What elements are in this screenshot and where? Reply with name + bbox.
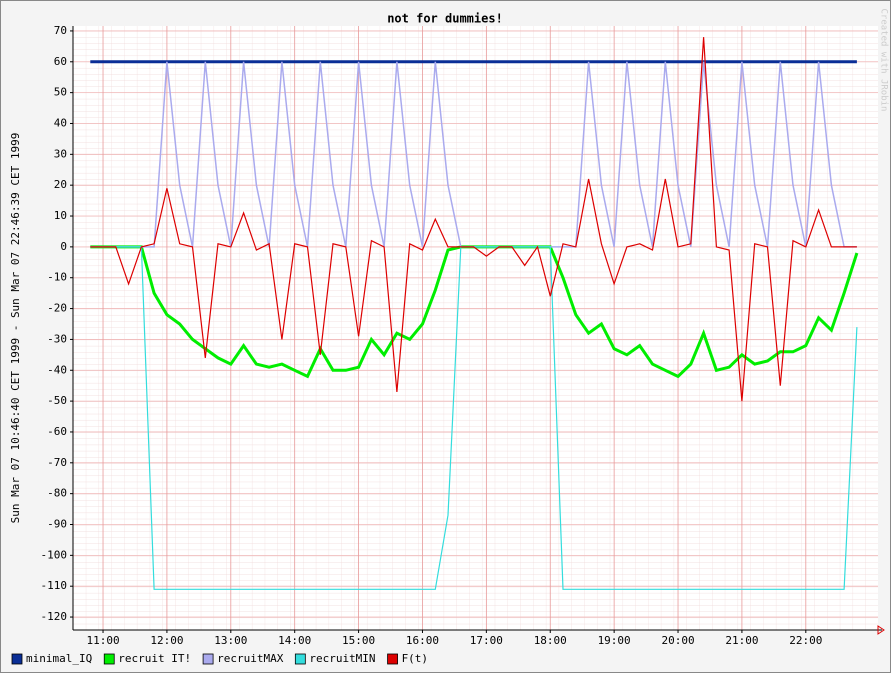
y-tick-label: -20 <box>47 302 67 315</box>
x-tick-label: 20:00 <box>661 634 694 647</box>
x-tick-label: 18:00 <box>534 634 567 647</box>
legend-swatch <box>11 653 23 665</box>
y-tick-label: -120 <box>41 610 68 623</box>
y-tick-label: -40 <box>47 363 67 376</box>
y-tick-label: 30 <box>54 147 67 160</box>
y-tick-label: -80 <box>47 487 67 500</box>
legend-label: recruitMAX <box>217 652 284 665</box>
x-tick-label: 15:00 <box>342 634 375 647</box>
x-tick-label: 12:00 <box>150 634 183 647</box>
legend-swatch <box>202 653 214 665</box>
x-tick-label: 14:00 <box>278 634 311 647</box>
legend-swatch <box>103 653 115 665</box>
y-tick-label: 10 <box>54 209 67 222</box>
x-tick-label: 17:00 <box>470 634 503 647</box>
watermark: Created with JRobin <box>879 9 889 112</box>
legend-swatch <box>387 653 398 665</box>
x-tick-label: 22:00 <box>789 634 822 647</box>
y-tick-label: -70 <box>47 456 67 469</box>
y-tick-label: -50 <box>47 394 67 407</box>
y-axis-label: Sun Mar 07 10:46:40 CET 1999 - Sun Mar 0… <box>9 133 22 524</box>
y-tick-label: -90 <box>47 518 67 531</box>
x-axis-arrow <box>877 625 885 635</box>
x-tick-label: 13:00 <box>214 634 247 647</box>
y-tick-label: -10 <box>47 271 67 284</box>
x-tick-label: 21:00 <box>725 634 758 647</box>
y-tick-label: 50 <box>54 86 67 99</box>
chart-title: not for dummies! <box>387 12 503 26</box>
series-line <box>90 37 857 402</box>
x-tick-label: 11:00 <box>86 634 119 647</box>
legend-label: minimal_IQ <box>26 652 92 665</box>
x-tick-label: 16:00 <box>406 634 439 647</box>
y-tick-label: -60 <box>47 425 67 438</box>
y-tick-label: -110 <box>41 579 68 592</box>
legend-label: F(t) <box>402 652 429 665</box>
y-tick-label: 20 <box>54 178 67 191</box>
legend-swatch <box>294 653 306 665</box>
y-tick-label: -30 <box>47 332 67 345</box>
y-tick-label: 60 <box>54 55 67 68</box>
y-tick-label: -100 <box>41 548 68 561</box>
y-tick-label: 40 <box>54 116 67 129</box>
legend-label: recruitMIN <box>309 652 375 665</box>
x-tick-label: 19:00 <box>598 634 631 647</box>
minor-grid <box>73 26 878 630</box>
y-tick-label: 70 <box>54 24 67 37</box>
legend-label: recruit IT! <box>118 652 191 665</box>
y-tick-label: 0 <box>60 240 67 253</box>
